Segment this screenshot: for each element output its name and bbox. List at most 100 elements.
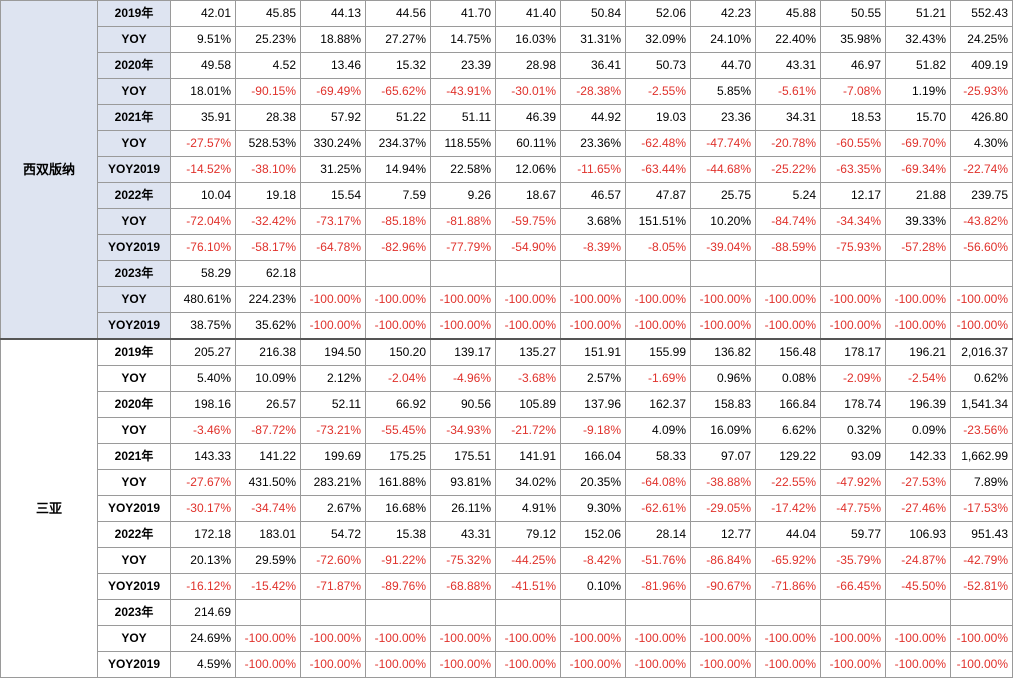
value-cell: -100.00% bbox=[625, 286, 691, 313]
value-cell: 9.26 bbox=[430, 182, 496, 209]
value-cell: -76.10% bbox=[170, 234, 236, 261]
value-cell: -77.79% bbox=[430, 234, 496, 261]
value-cell: -55.45% bbox=[365, 417, 431, 444]
table-row: 2023年 214.69 bbox=[1, 599, 1013, 626]
value-cell: -51.76% bbox=[625, 547, 691, 574]
value-cell: 90.56 bbox=[430, 391, 496, 418]
value-cell: -14.52% bbox=[170, 156, 236, 183]
value-cell: -20.78% bbox=[755, 130, 821, 157]
value-cell bbox=[690, 260, 756, 287]
value-cell: 151.51% bbox=[625, 208, 691, 235]
value-cell: 528.53% bbox=[235, 130, 301, 157]
value-cell: 12.77 bbox=[690, 521, 756, 548]
value-cell: -72.04% bbox=[170, 208, 236, 235]
value-cell: -100.00% bbox=[755, 651, 821, 678]
value-cell: 43.31 bbox=[755, 52, 821, 79]
value-cell: -30.01% bbox=[495, 78, 561, 105]
table-row: YOY2019 -76.10% -58.17% -64.78% -82.96% -77.7… bbox=[1, 234, 1013, 261]
value-cell: -65.92% bbox=[755, 547, 821, 574]
value-cell: -2.04% bbox=[365, 365, 431, 392]
table-row: YOY2019 -14.52% -38.10% 31.25% 14.94% 22.58% 1… bbox=[1, 156, 1013, 183]
value-cell: -8.42% bbox=[560, 547, 626, 574]
value-cell: -100.00% bbox=[950, 625, 1013, 652]
value-cell: -16.12% bbox=[170, 573, 236, 600]
value-cell: 14.75% bbox=[430, 26, 496, 53]
value-cell: -65.62% bbox=[365, 78, 431, 105]
value-cell: -100.00% bbox=[430, 312, 496, 340]
value-cell bbox=[950, 599, 1013, 626]
value-cell: 32.09% bbox=[625, 26, 691, 53]
value-cell: 4.59% bbox=[170, 651, 236, 678]
row-label: YOY bbox=[97, 208, 171, 235]
value-cell: 31.31% bbox=[560, 26, 626, 53]
value-cell: 6.62% bbox=[755, 417, 821, 444]
value-cell bbox=[950, 260, 1013, 287]
value-cell: -34.34% bbox=[820, 208, 886, 235]
value-cell: -81.88% bbox=[430, 208, 496, 235]
value-cell: 51.82 bbox=[885, 52, 951, 79]
value-cell: 166.84 bbox=[755, 391, 821, 418]
value-cell: 3.68% bbox=[560, 208, 626, 235]
value-cell: 27.27% bbox=[365, 26, 431, 53]
value-cell: 44.56 bbox=[365, 0, 431, 27]
value-cell: -60.55% bbox=[820, 130, 886, 157]
table-row: YOY 5.40% 10.09% 2.12% -2.04% -4.96% -3.68% 2.5… bbox=[1, 365, 1013, 392]
value-cell: 4.91% bbox=[495, 495, 561, 522]
value-cell: 4.09% bbox=[625, 417, 691, 444]
value-cell: 25.75 bbox=[690, 182, 756, 209]
value-cell bbox=[690, 599, 756, 626]
value-cell: 32.43% bbox=[885, 26, 951, 53]
value-cell: 45.88 bbox=[755, 0, 821, 27]
value-cell: 34.02% bbox=[495, 469, 561, 496]
value-cell: -57.28% bbox=[885, 234, 951, 261]
value-cell: 10.20% bbox=[690, 208, 756, 235]
value-cell: 0.62% bbox=[950, 365, 1013, 392]
value-cell: 0.10% bbox=[560, 573, 626, 600]
value-cell bbox=[365, 599, 431, 626]
value-cell: -5.61% bbox=[755, 78, 821, 105]
value-cell: -100.00% bbox=[300, 651, 366, 678]
value-cell: -88.59% bbox=[755, 234, 821, 261]
value-cell: 143.33 bbox=[170, 443, 236, 470]
value-cell: -100.00% bbox=[885, 286, 951, 313]
value-cell: -100.00% bbox=[365, 312, 431, 340]
value-cell: 330.24% bbox=[300, 130, 366, 157]
value-cell: 142.33 bbox=[885, 443, 951, 470]
value-cell: -81.96% bbox=[625, 573, 691, 600]
value-cell: -100.00% bbox=[560, 286, 626, 313]
value-cell: -27.57% bbox=[170, 130, 236, 157]
table-row: 2020年 49.58 4.52 13.46 15.32 23.39 28.98 36.41 5… bbox=[1, 52, 1013, 79]
table-row: YOY -72.04% -32.42% -73.17% -85.18% -81.88% -5… bbox=[1, 208, 1013, 235]
table-row: 2021年 35.91 28.38 57.92 51.22 51.11 46.39 44.92… bbox=[1, 104, 1013, 131]
value-cell: 44.04 bbox=[755, 521, 821, 548]
value-cell bbox=[430, 599, 496, 626]
value-cell: 93.81% bbox=[430, 469, 496, 496]
value-cell: -100.00% bbox=[560, 312, 626, 340]
value-cell: -2.09% bbox=[820, 365, 886, 392]
value-cell: -3.46% bbox=[170, 417, 236, 444]
value-cell bbox=[235, 599, 301, 626]
value-cell: -100.00% bbox=[885, 651, 951, 678]
value-cell: 19.18 bbox=[235, 182, 301, 209]
value-cell: -39.04% bbox=[690, 234, 756, 261]
value-cell: 136.82 bbox=[690, 338, 756, 366]
value-cell: 59.77 bbox=[820, 521, 886, 548]
value-cell: 15.70 bbox=[885, 104, 951, 131]
value-cell: 15.54 bbox=[300, 182, 366, 209]
value-cell: 19.03 bbox=[625, 104, 691, 131]
value-cell: 162.37 bbox=[625, 391, 691, 418]
value-cell: 283.21% bbox=[300, 469, 366, 496]
value-cell: -59.75% bbox=[495, 208, 561, 235]
value-cell: 24.69% bbox=[170, 625, 236, 652]
value-cell: 31.25% bbox=[300, 156, 366, 183]
value-cell: 14.94% bbox=[365, 156, 431, 183]
row-label: YOY2019 bbox=[97, 573, 171, 600]
value-cell: -17.53% bbox=[950, 495, 1013, 522]
value-cell: 135.27 bbox=[495, 338, 561, 366]
row-label: YOY2019 bbox=[97, 234, 171, 261]
value-cell: -25.22% bbox=[755, 156, 821, 183]
value-cell: 158.83 bbox=[690, 391, 756, 418]
value-cell: -100.00% bbox=[755, 286, 821, 313]
value-cell: -73.21% bbox=[300, 417, 366, 444]
value-cell: -100.00% bbox=[885, 625, 951, 652]
